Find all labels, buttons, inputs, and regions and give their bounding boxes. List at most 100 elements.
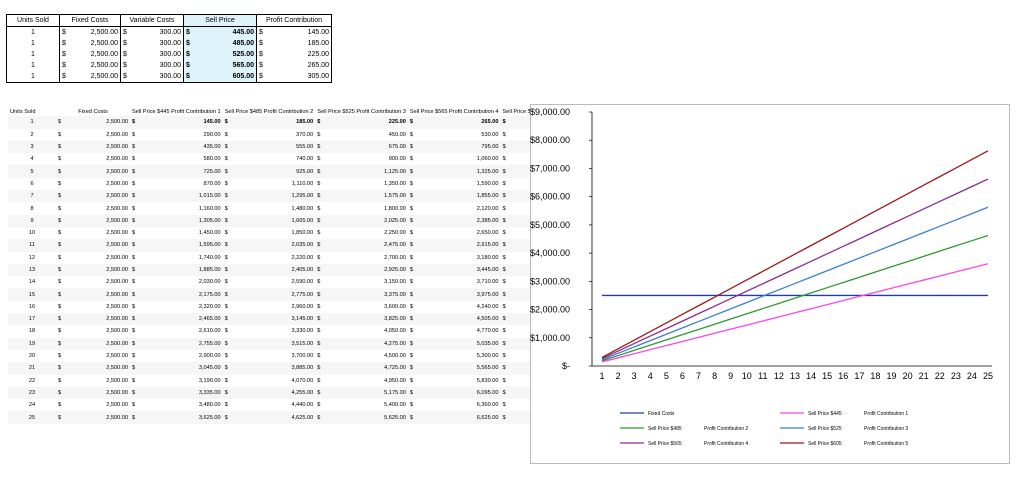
currency-symbol: $ — [132, 389, 136, 396]
currency-symbol: $ — [224, 205, 228, 212]
series-line-profit-4 — [601, 178, 989, 360]
currency-symbol: $ — [502, 144, 506, 151]
cell-value: 2,320.00 — [198, 303, 221, 310]
cell-value: 2,030.00 — [198, 279, 221, 286]
currency-symbol: $ — [132, 254, 136, 261]
currency-symbol: $ — [502, 414, 506, 421]
currency-symbol: $ — [58, 193, 62, 200]
cell-profit-2: $1,665.00 — [222, 214, 316, 227]
currency-symbol: $ — [317, 180, 321, 187]
cell-value: 3,335.00 — [198, 389, 221, 396]
x-tick-label: 17 — [854, 371, 864, 381]
cell-value: 2,500.00 — [90, 62, 118, 69]
currency-symbol: $ — [259, 40, 263, 47]
cell-fixed: $2,500.00 — [59, 71, 121, 83]
cell-profit-2: $4,440.00 — [223, 399, 316, 411]
table-row: 4 $2,500.00 $580.00 $740.00 $900.00 $1,060.00… — [8, 153, 593, 165]
currency-symbol: $ — [502, 402, 506, 409]
currency-symbol: $ — [317, 168, 321, 175]
table-row: 22 $2,500.00 $3,190.00 $4,070.00 $4,950.00 $5… — [8, 375, 593, 387]
cell-profit-3: $225.00 — [315, 116, 408, 129]
cell-value: 2,500.00 — [106, 131, 128, 138]
legend-label: Sell Price $485 — [648, 426, 682, 432]
y-tick-label: $- — [562, 361, 570, 371]
currency-symbol: $ — [317, 267, 321, 273]
currency-symbol: $ — [62, 73, 66, 80]
cell-profit-1: $3,045.00 — [130, 362, 223, 375]
cell-value: 2,500.00 — [106, 402, 128, 409]
cell-profit: $185.00 — [256, 38, 332, 49]
cell-units: 23 — [8, 386, 56, 400]
currency-symbol: $ — [224, 144, 228, 151]
currency-symbol: $ — [317, 316, 321, 323]
x-tick-label: 16 — [838, 371, 848, 381]
cell-profit-2: $2,590.00 — [223, 276, 316, 288]
x-tick-label: 11 — [758, 371, 767, 381]
cell-units: 1 — [6, 71, 60, 83]
cell-fixed: $2,500.00 — [56, 153, 130, 165]
cell-value: 2,960.00 — [291, 303, 314, 310]
cell-value: 2,500.00 — [106, 144, 128, 151]
currency-symbol: $ — [58, 402, 62, 409]
cell-profit-2: $1,850.00 — [223, 227, 316, 239]
currency-symbol: $ — [224, 242, 228, 249]
cell-fixed: $2,500.00 — [56, 140, 130, 154]
cell-profit-3: $900.00 — [315, 153, 408, 165]
cell-value: 225.00 — [388, 119, 406, 126]
cell-value: 4,770.00 — [476, 328, 499, 335]
x-tick-label: 14 — [806, 371, 816, 381]
cell-value: 5 — [30, 168, 34, 175]
cell-profit-2: $925.00 — [222, 165, 316, 178]
currency-symbol: $ — [502, 279, 506, 286]
cell-value: 9 — [30, 217, 34, 224]
currency-symbol: $ — [409, 340, 413, 347]
cell-profit-1: $3,190.00 — [130, 375, 223, 387]
cell-value: 2,500.00 — [106, 365, 128, 372]
cell-fixed: $2,500.00 — [56, 411, 130, 424]
y-tick-label: $5,000.00 — [530, 220, 570, 230]
cell-profit-2: $1,295.00 — [222, 190, 316, 203]
currency-symbol: $ — [123, 73, 127, 80]
cell-value: 6,625.00 — [476, 414, 499, 421]
cell-value: 3,045.00 — [198, 365, 221, 372]
table-row: 25 $2,500.00 $3,625.00 $4,625.00 $5,625.00 $6… — [8, 411, 594, 424]
table-row: 1$2,500.00$145.00$185.00$225.00$265.00$3… — [8, 116, 594, 129]
cell-value: 3,145.00 — [291, 316, 314, 323]
cell-value: 1,450.00 — [198, 230, 221, 237]
y-tick-label: $9,000.00 — [530, 107, 570, 117]
currency-symbol: $ — [317, 365, 321, 372]
cell-profit-4: $2,120.00 — [408, 202, 501, 214]
currency-symbol: $ — [62, 29, 66, 36]
currency-symbol: $ — [317, 242, 321, 249]
cell-value: 300.00 — [159, 73, 181, 80]
currency-symbol: $ — [186, 29, 190, 36]
cell-profit-1: $2,900.00 — [130, 350, 223, 362]
cell-fixed: $2,500.00 — [56, 165, 130, 178]
cell-value: 435.00 — [203, 144, 221, 151]
cell-profit-3: $3,375.00 — [315, 288, 408, 301]
currency-symbol: $ — [409, 267, 413, 273]
cell-profit-3: $3,600.00 — [315, 301, 408, 313]
cell-profit-3: $2,250.00 — [315, 227, 408, 239]
cell-value: 4,255.00 — [291, 389, 314, 396]
cell-value: 4,275.00 — [384, 340, 406, 347]
cell-value: 1,015.00 — [198, 193, 221, 200]
cell-profit-4: $5,565.00 — [407, 362, 501, 375]
cell-value: 1,740.00 — [198, 254, 221, 261]
cell-value: 5,830.00 — [476, 377, 499, 384]
cell-value: 265.00 — [481, 119, 499, 126]
cell-value: 3,180.00 — [476, 254, 499, 261]
cell-value: 2,250.00 — [384, 230, 406, 237]
table-row: 21 $2,500.00 $3,045.00 $3,885.00 $4,725.00 $5… — [8, 362, 594, 375]
currency-symbol: $ — [58, 205, 62, 212]
currency-symbol: $ — [502, 242, 506, 249]
cell-value: 4,050.00 — [384, 328, 406, 335]
currency-symbol: $ — [224, 267, 228, 273]
cell-value: 2,500.00 — [90, 73, 118, 80]
cell-value: 2,035.00 — [291, 242, 314, 249]
cell-value: 3,710.00 — [476, 279, 499, 286]
x-tick-label: 3 — [632, 371, 637, 381]
currency-symbol: $ — [409, 205, 413, 212]
currency-symbol: $ — [58, 230, 62, 237]
cell-profit-1: $3,625.00 — [130, 411, 223, 424]
